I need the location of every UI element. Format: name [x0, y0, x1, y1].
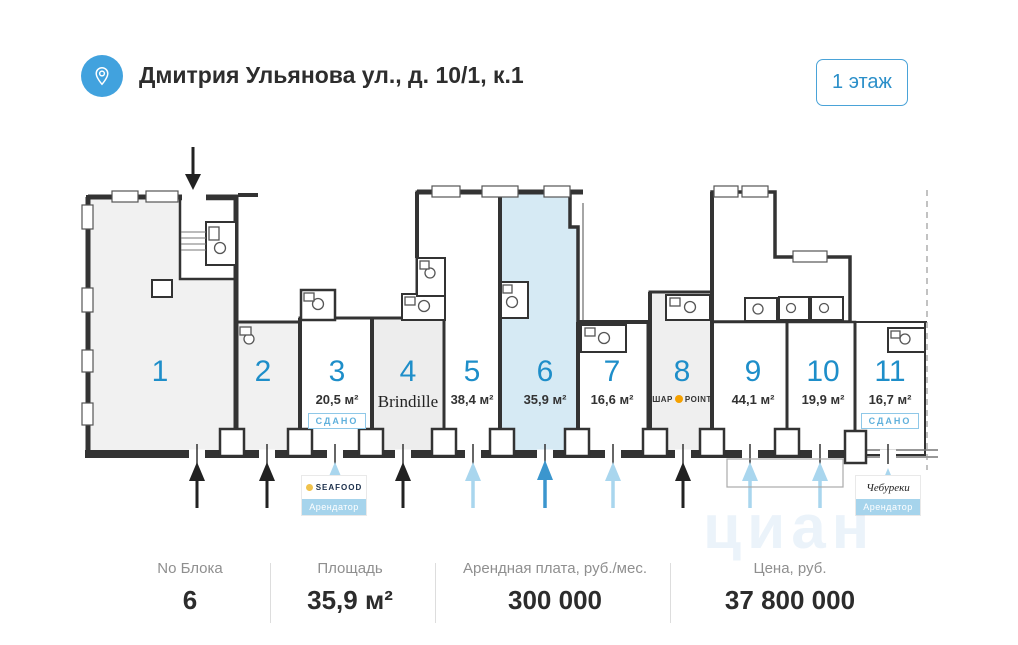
unit-6-room-selected[interactable] [498, 190, 580, 457]
stat-label: No Блока [157, 560, 223, 577]
tenant-name: Brindille [377, 391, 439, 411]
status-badge: СДАНО [307, 412, 367, 429]
unit-label-11[interactable]: 11 16,7 м² СДАНО [850, 356, 930, 429]
stat-separator [435, 563, 436, 623]
stat-block-area: Площадь 35,9 м² [270, 560, 430, 616]
porch-outline [726, 458, 844, 488]
stat-separator [270, 563, 271, 623]
stat-value: 300 000 [508, 585, 602, 615]
tenant-name: SEAFOOD [315, 483, 363, 492]
entrance-arrow-top [185, 147, 201, 190]
unit-area: 20,5 м² [315, 391, 359, 407]
unit-number: 2 [254, 355, 272, 388]
unit-number: 11 [874, 355, 906, 388]
shrimp-icon [305, 484, 313, 491]
stat-block-price: Цена, руб. 37 800 000 [675, 560, 905, 616]
stat-label: Цена, руб. [753, 560, 827, 577]
entrance-arrows-black [189, 462, 691, 508]
tenant-tag: Арендатор [302, 499, 366, 515]
unit-area: 16,7 м² [868, 391, 912, 407]
stat-label: Площадь [317, 560, 383, 577]
floor-selector-button[interactable]: 1 этаж [816, 59, 908, 106]
unit-number: 6 [536, 355, 554, 388]
unit-area: 16,6 м² [590, 391, 634, 407]
unit-number: 5 [463, 355, 481, 388]
tenant-logo-text: ШАР [652, 394, 673, 404]
tenant-card-seafood: SEAFOOD Арендатор [302, 476, 366, 515]
tenant-tag: Арендатор [856, 499, 920, 515]
stat-separator [670, 563, 671, 623]
unit-number: 8 [673, 355, 691, 388]
unit-label-9[interactable]: 9 44,1 м² [713, 356, 793, 407]
tenant-name: Чебуреки [866, 481, 910, 494]
unit-label-4[interactable]: 4 Brindille [368, 356, 448, 412]
bath-fixtures [151, 221, 911, 345]
unit-number: 3 [328, 355, 346, 388]
unit-label-1[interactable]: 1 [120, 356, 200, 388]
status-badge: СДАНО [860, 412, 920, 429]
unit-number: 4 [399, 355, 417, 388]
unit-label-10[interactable]: 10 19,9 м² [783, 356, 863, 407]
unit-area: 38,4 м² [450, 391, 494, 407]
unit-area: 44,1 м² [731, 391, 775, 407]
unit-number: 1 [151, 355, 169, 388]
unit-number: 9 [744, 355, 762, 388]
stat-value: 6 [182, 585, 198, 615]
location-pin-icon [81, 55, 123, 97]
tenant-logo: SEAFOOD [302, 476, 366, 499]
facade-pilasters [218, 427, 868, 465]
tenant-card-cheburek: Чебуреки Арендатор [856, 476, 920, 515]
stat-block-rent: Арендная плата, руб./мес. 300 000 [440, 560, 670, 616]
unit-label-5[interactable]: 5 38,4 м² [432, 356, 512, 407]
ball-icon [674, 395, 683, 403]
stat-value: 35,9 м² [307, 585, 393, 615]
stat-block-number: No Блока 6 [110, 560, 270, 616]
unit-area: 35,9 м² [523, 391, 567, 407]
entrance-arrow-selected [537, 460, 553, 508]
unit-label-2[interactable]: 2 [223, 356, 303, 388]
tenant-logo-sharpoint: ШАР POINT [642, 395, 722, 404]
unit-number: 10 [806, 355, 840, 388]
page-title: Дмитрия Ульянова ул., д. 10/1, к.1 [139, 62, 524, 88]
unit-label-6-selected[interactable]: 6 35,9 м² [505, 356, 585, 407]
unit-area: 19,9 м² [801, 391, 845, 407]
unit-label-8[interactable]: 8 ШАР POINT [642, 356, 722, 404]
tenant-logo: Чебуреки [856, 476, 920, 499]
unit-label-7[interactable]: 7 16,6 м² [572, 356, 652, 407]
stat-label: Арендная плата, руб./мес. [463, 560, 647, 577]
stat-value: 37 800 000 [724, 585, 856, 615]
entrance-arrows-light [327, 462, 895, 508]
unit-label-3[interactable]: 3 20,5 м² СДАНО [297, 356, 377, 429]
unit-number: 7 [603, 355, 621, 388]
tenant-logo-text: POINT [684, 394, 712, 404]
windows [81, 185, 828, 426]
